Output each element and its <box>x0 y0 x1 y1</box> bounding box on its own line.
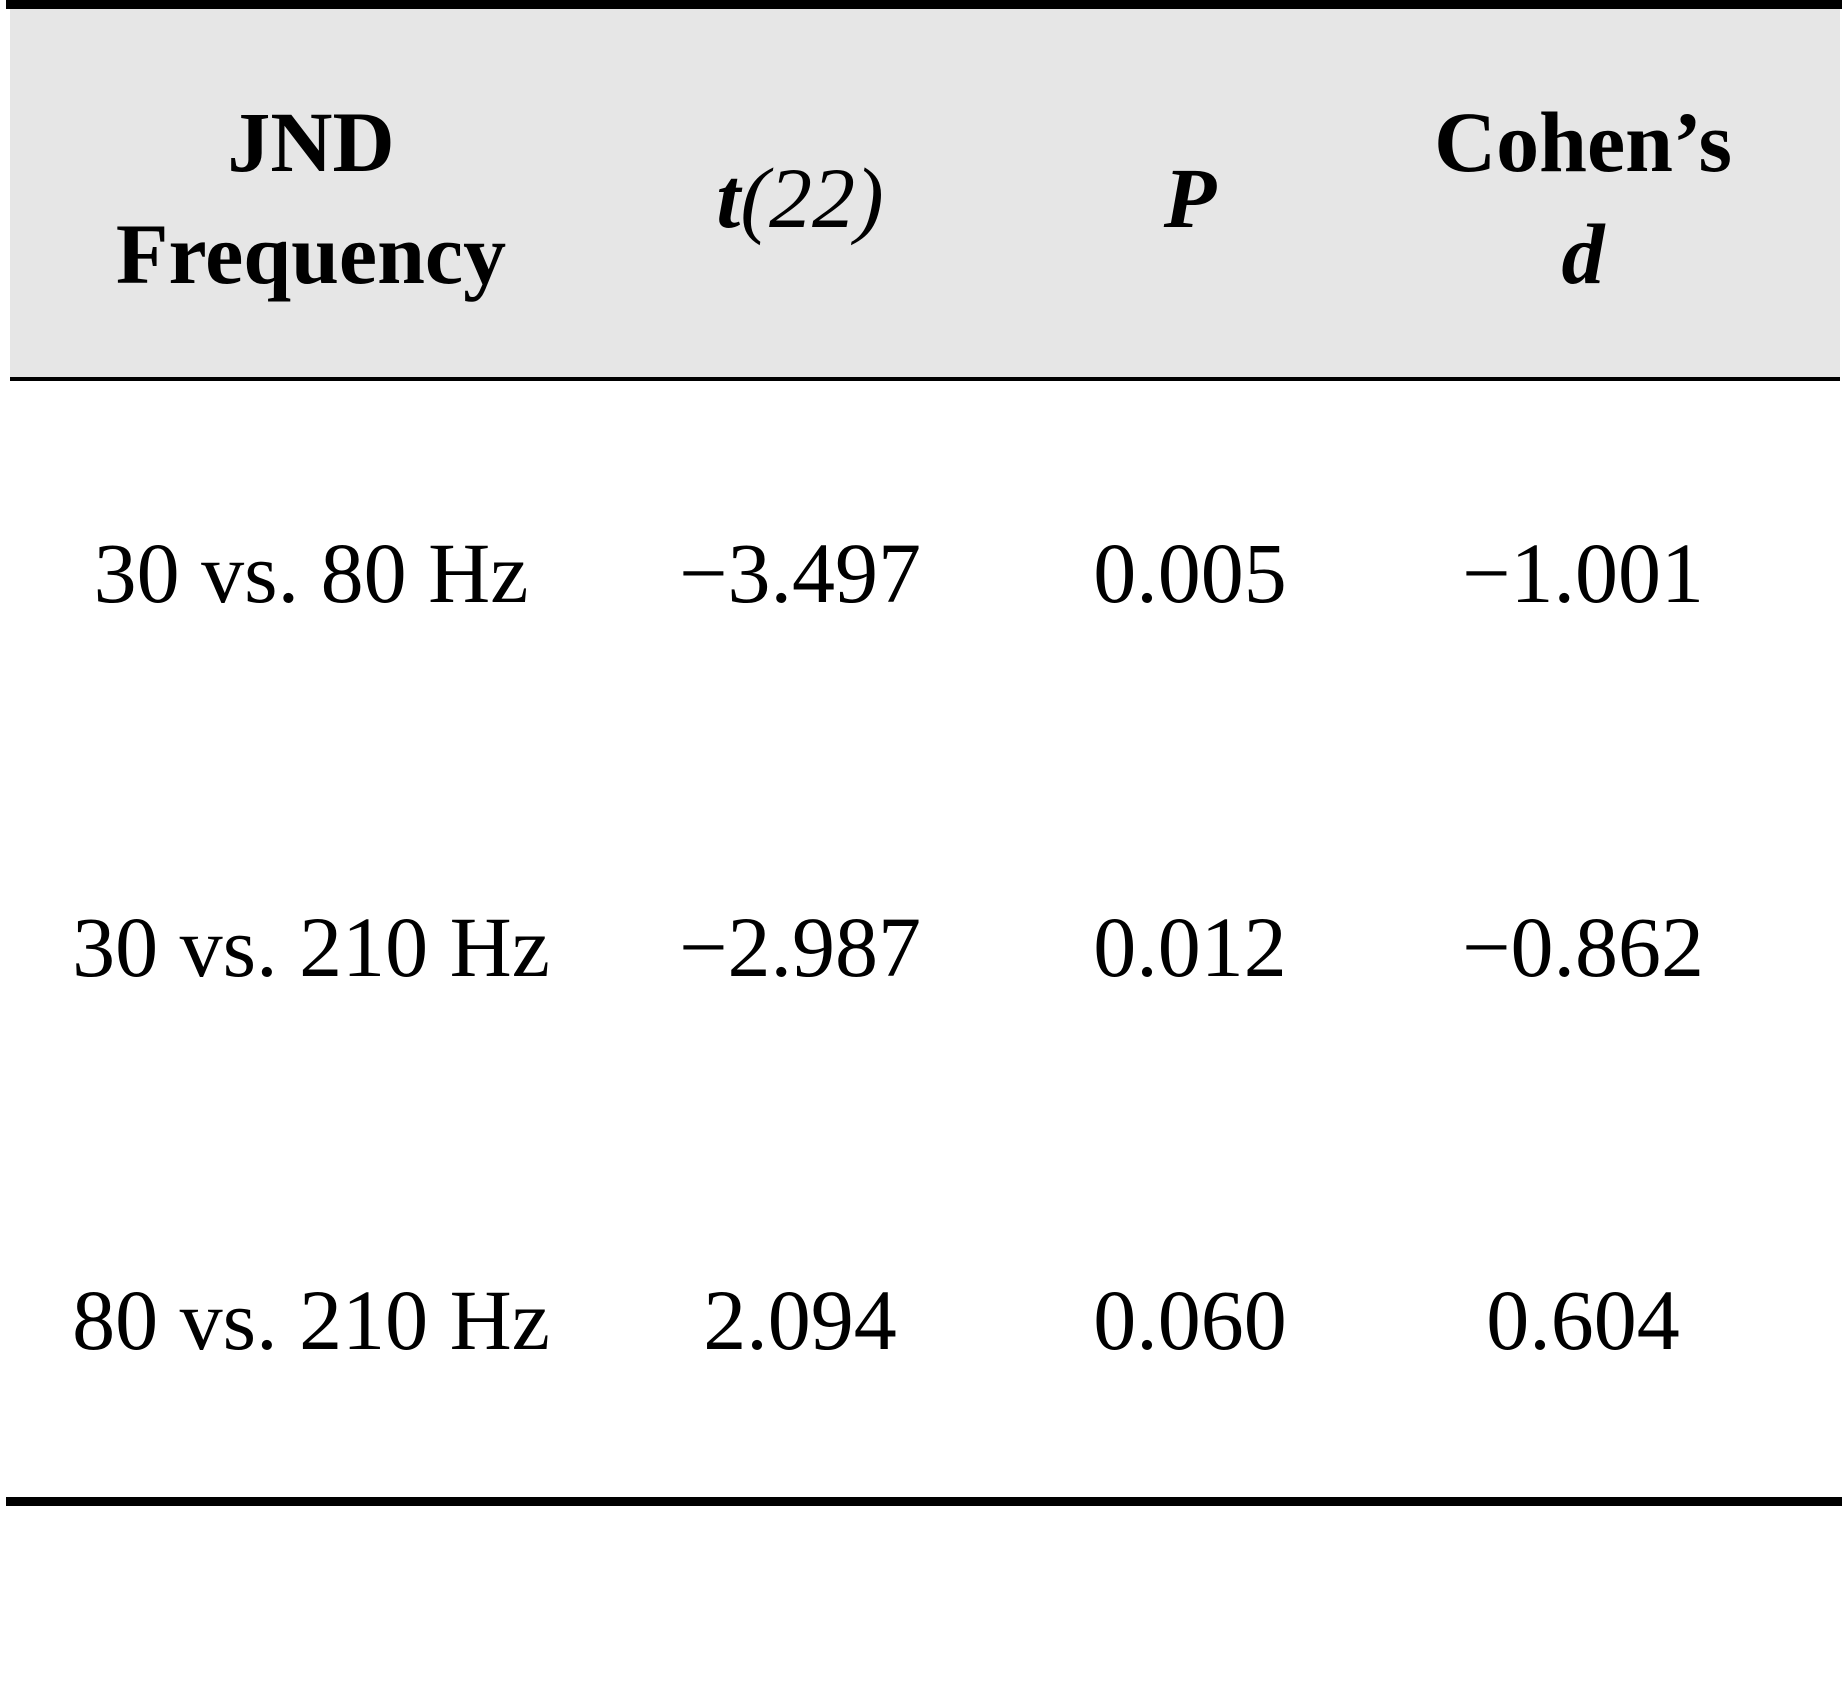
row3-t: 2.094 <box>703 1272 897 1368</box>
row2-d: −0.862 <box>1461 899 1705 995</box>
header-jnd-frequency: JND Frequency <box>116 86 506 310</box>
header-cohens-line2: d <box>1561 206 1605 302</box>
row2-p: 0.012 <box>1093 899 1287 995</box>
row3-comparison: 80 vs. 210 Hz <box>72 1272 550 1368</box>
table-header-rule <box>10 377 1840 381</box>
header-cohens-d: Cohen’s d <box>1434 86 1732 310</box>
table-top-rule <box>6 0 1842 9</box>
header-cohens-line1: Cohen’s <box>1434 94 1732 190</box>
row1-comparison: 30 vs. 80 Hz <box>93 525 529 621</box>
header-t-var: t <box>716 150 741 246</box>
header-p-value: P <box>1163 150 1217 246</box>
row3-p: 0.060 <box>1093 1272 1287 1368</box>
row1-d: −1.001 <box>1461 525 1705 621</box>
header-t-statistic: t(22) <box>716 142 883 254</box>
header-jnd-line2: Frequency <box>115 206 507 302</box>
row2-t: −2.987 <box>678 899 922 995</box>
table-header <box>10 9 1840 377</box>
row3-d: 0.604 <box>1486 1272 1680 1368</box>
row1-p: 0.005 <box>1093 525 1287 621</box>
header-t-df: (22) <box>740 150 884 246</box>
header-jnd-line1: JND <box>227 94 395 190</box>
table-bottom-rule <box>6 1497 1842 1506</box>
row2-comparison: 30 vs. 210 Hz <box>72 899 550 995</box>
row1-t: −3.497 <box>678 525 922 621</box>
